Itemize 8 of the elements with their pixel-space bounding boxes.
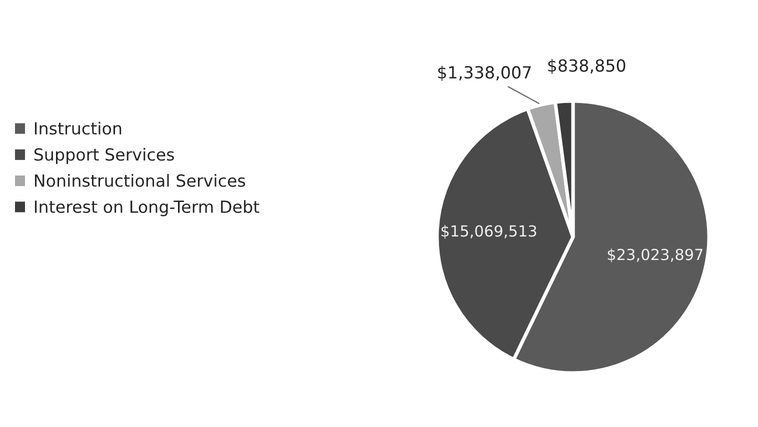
legend-label: Noninstructional Services: [34, 174, 246, 187]
data-label: $23,023,897: [608, 248, 702, 262]
legend-label: Support Services: [34, 148, 174, 164]
data-label: $1,338,007: [438, 66, 531, 81]
data-label: $838,850: [548, 58, 626, 74]
legend-label: Instruction: [34, 122, 122, 135]
legend-label: Interest on Long-Term Debt: [34, 200, 260, 216]
data-label: $15,069,513: [441, 224, 536, 239]
